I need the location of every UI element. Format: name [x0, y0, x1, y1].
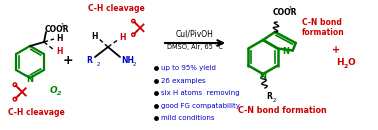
Text: R: R	[86, 56, 92, 64]
Text: H: H	[119, 32, 125, 41]
Text: up to 95% yield: up to 95% yield	[161, 65, 216, 71]
Text: mild conditions: mild conditions	[161, 115, 214, 121]
Text: +: +	[63, 54, 73, 67]
Text: COOR: COOR	[45, 24, 70, 34]
Text: good FG compatability: good FG compatability	[161, 102, 240, 109]
Text: six H atoms  removing: six H atoms removing	[161, 90, 240, 96]
Text: 2: 2	[133, 61, 136, 67]
Text: formation: formation	[302, 28, 345, 37]
Text: 2: 2	[97, 61, 101, 67]
Text: 26 examples: 26 examples	[161, 77, 206, 83]
Text: C-H cleavage: C-H cleavage	[88, 4, 145, 12]
Text: C-H cleavage: C-H cleavage	[8, 108, 65, 116]
Text: N: N	[283, 47, 290, 56]
Text: H: H	[92, 31, 98, 41]
Text: N: N	[260, 72, 266, 80]
Text: 1: 1	[288, 5, 291, 11]
Text: O: O	[50, 86, 57, 95]
Text: R: R	[266, 92, 272, 100]
Text: H: H	[56, 47, 62, 56]
Text: C-N bond: C-N bond	[302, 18, 342, 27]
Text: 1: 1	[60, 22, 64, 28]
Text: CuI/PivOH: CuI/PivOH	[176, 30, 214, 38]
Text: COOR: COOR	[273, 8, 297, 17]
Text: 2: 2	[57, 90, 61, 96]
Text: C-N bond formation: C-N bond formation	[238, 106, 327, 115]
Text: N: N	[26, 74, 34, 83]
Text: NH: NH	[121, 56, 134, 64]
Text: DMSO, Air, 65 °C: DMSO, Air, 65 °C	[167, 44, 223, 50]
Text: H: H	[336, 57, 344, 67]
Text: 2: 2	[343, 63, 347, 69]
Text: 2: 2	[273, 98, 276, 102]
Text: +: +	[332, 45, 340, 55]
Text: O: O	[347, 57, 355, 67]
Text: H: H	[56, 34, 62, 43]
